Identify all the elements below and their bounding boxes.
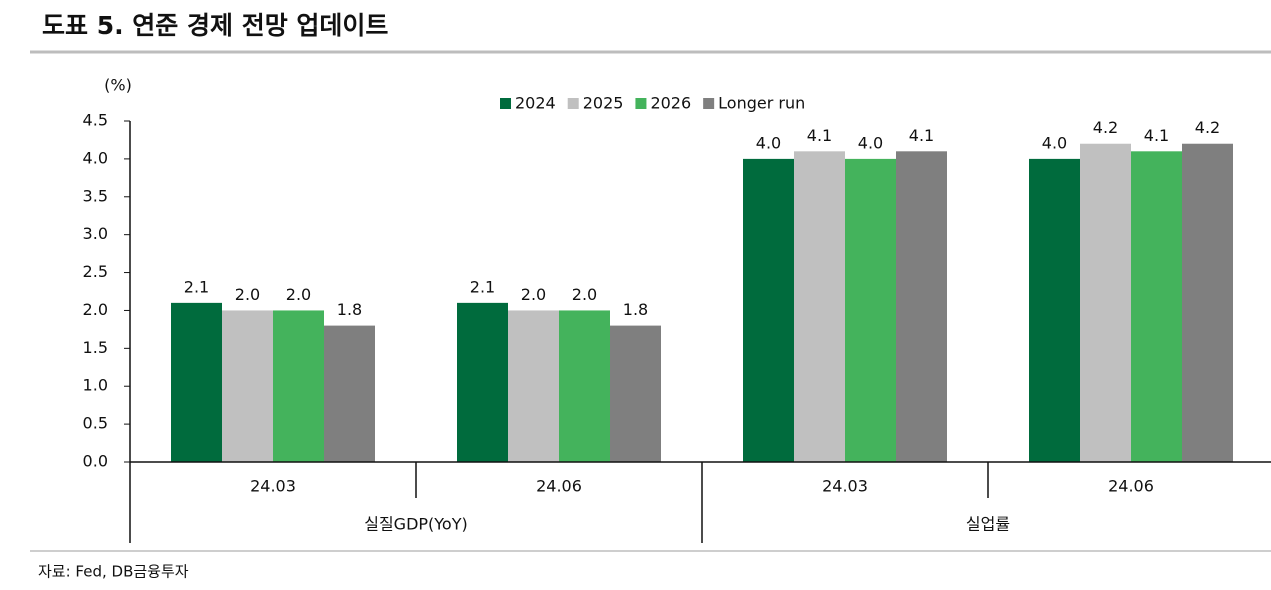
y-tick-label: 0.0	[83, 452, 108, 471]
data-label: 4.1	[807, 126, 832, 145]
bar	[457, 302, 508, 462]
data-label: 2.1	[470, 277, 495, 296]
data-label: 4.2	[1093, 118, 1118, 137]
data-label: 4.1	[1144, 126, 1169, 145]
bar	[1131, 151, 1182, 463]
bar	[845, 158, 896, 462]
bar	[794, 151, 845, 463]
bar	[324, 325, 375, 462]
data-label: 2.0	[521, 285, 546, 304]
data-label: 1.8	[623, 300, 648, 319]
data-label: 2.0	[286, 285, 311, 304]
data-label: 4.1	[909, 126, 934, 145]
bar	[896, 151, 947, 463]
bar	[273, 310, 324, 462]
data-label: 1.8	[337, 300, 362, 319]
legend-swatch	[567, 98, 579, 109]
data-label: 4.2	[1195, 118, 1220, 137]
data-label: 4.0	[1042, 133, 1067, 152]
data-label: 2.1	[184, 277, 209, 296]
bar	[559, 310, 610, 462]
bar	[743, 158, 794, 462]
legend-swatch	[635, 98, 647, 109]
chart-title: 도표 5. 연준 경제 전망 업데이트	[42, 11, 388, 40]
y-tick-label: 3.5	[83, 186, 108, 205]
data-label: 2.0	[572, 285, 597, 304]
legend-swatch	[500, 98, 511, 109]
legend-swatch	[703, 98, 715, 109]
legend-label: 2024	[515, 94, 556, 113]
y-tick-label: 1.5	[83, 338, 108, 357]
y-tick-label: 1.0	[83, 376, 108, 395]
data-label: 2.0	[235, 285, 260, 304]
bar	[222, 310, 273, 462]
unit-label: (%)	[104, 76, 132, 95]
x-tick-label: 24.03	[822, 477, 868, 496]
bar	[1080, 143, 1131, 462]
bar	[610, 325, 661, 462]
data-label: 4.0	[858, 133, 883, 152]
y-tick-label: 2.5	[83, 262, 108, 281]
y-tick-label: 4.0	[83, 148, 108, 167]
bar	[1182, 143, 1233, 462]
bar	[171, 302, 222, 462]
y-tick-label: 4.5	[83, 111, 108, 130]
y-tick-label: 3.0	[83, 224, 108, 243]
source: 자료: Fed, DB금융투자	[38, 563, 189, 581]
bar	[1029, 158, 1080, 462]
data-label: 4.0	[756, 133, 781, 152]
legend-label: Longer run	[718, 94, 805, 113]
legend-label: 2026	[650, 94, 691, 113]
group-label: 실업률	[966, 515, 1010, 534]
bar	[508, 310, 559, 462]
x-tick-label: 24.06	[1108, 477, 1154, 496]
x-tick-label: 24.03	[250, 477, 296, 496]
y-tick-label: 0.5	[83, 414, 108, 433]
y-tick-label: 2.0	[83, 300, 108, 319]
x-tick-label: 24.06	[536, 477, 582, 496]
group-label: 실질GDP(YoY)	[364, 515, 468, 534]
legend-label: 2025	[583, 94, 624, 113]
